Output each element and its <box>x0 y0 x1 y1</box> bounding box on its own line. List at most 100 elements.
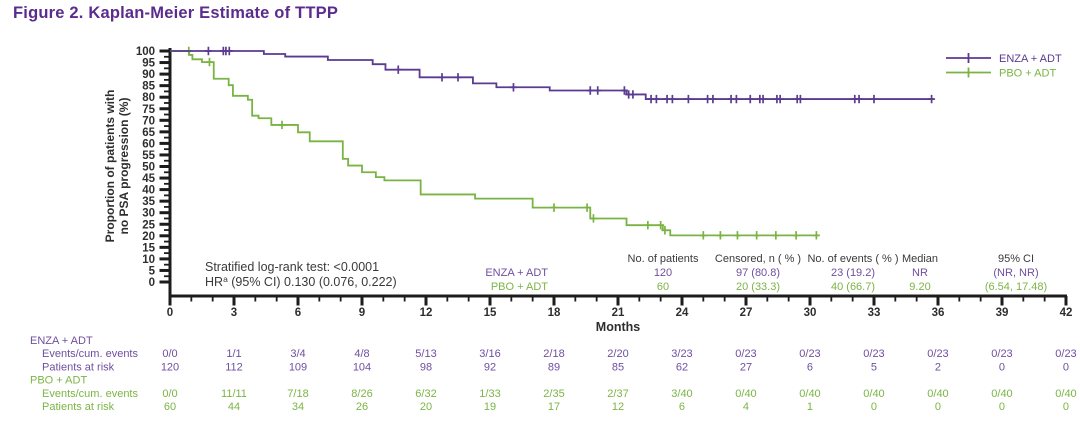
risk-cell: 8/26 <box>351 388 372 400</box>
censor-mark-icon <box>644 220 652 230</box>
summary-col-header: 95% CI <box>998 253 1034 265</box>
summary-cell: 97 (80.8) <box>736 267 780 279</box>
risk-cell: 1/1 <box>226 348 241 360</box>
y-axis-title: Proportion of patients with no PSA progre… <box>103 90 131 243</box>
risk-cell: 26 <box>356 401 368 413</box>
censor-mark-icon <box>776 94 784 104</box>
y-tick-label: 70 <box>142 115 155 127</box>
risk-row-label: Events/cum. events <box>42 388 138 400</box>
risk-cell: 0/40 <box>927 388 948 400</box>
censor-mark-icon <box>205 57 213 67</box>
censor-mark-icon <box>661 226 669 235</box>
stats-line-2: HRa (95% CI) 0.130 (0.076, 0.222) <box>205 274 397 289</box>
x-tick-label: 33 <box>868 307 881 319</box>
y-tick-label: 65 <box>142 127 155 139</box>
summary-cell: 20 (33.3) <box>736 281 780 293</box>
y-tick-label: 55 <box>142 150 155 162</box>
risk-cell: 3/4 <box>290 348 305 360</box>
y-tick-label: 80 <box>142 92 155 104</box>
risk-cell: 5/13 <box>415 348 436 360</box>
summary-cell: 23 (19.2) <box>831 267 875 279</box>
risk-cell: 5 <box>871 361 877 373</box>
risk-cell: 0/0 <box>162 348 177 360</box>
y-tick-label: 20 <box>142 231 155 243</box>
risk-cell: 0 <box>1063 401 1069 413</box>
risk-cell: 4/8 <box>354 348 369 360</box>
summary-col-header: Median <box>902 253 938 265</box>
risk-cell: 19 <box>484 401 496 413</box>
risk-cell: 12 <box>612 401 624 413</box>
risk-row-label: Patients at risk <box>42 361 115 373</box>
y-axis-label: Proportion of patients with <box>103 90 117 243</box>
km-curve <box>170 50 934 100</box>
risk-cell: 0 <box>935 401 941 413</box>
summary-row-label: PBO + ADT <box>491 281 548 293</box>
x-tick-label: 12 <box>420 307 433 319</box>
censor-mark-icon <box>812 231 820 240</box>
censor-mark-icon <box>586 86 594 95</box>
risk-cell: 85 <box>612 361 624 373</box>
censor-mark-icon <box>759 94 767 104</box>
summary-cell: NR <box>912 267 928 279</box>
y-tick-label: 40 <box>142 185 155 197</box>
censor-mark-icon <box>699 231 707 240</box>
risk-cell: 0/23 <box>863 348 884 360</box>
censor-mark-icon <box>668 94 676 104</box>
risk-cell: 0 <box>999 361 1005 373</box>
y-tick-label: 85 <box>142 81 155 93</box>
stats-line-1: Stratified log-rank test: <0.0001 <box>205 260 379 274</box>
censor-mark-icon <box>594 86 602 95</box>
risk-cell: 0 <box>871 401 877 413</box>
x-tick-label: 24 <box>676 307 689 319</box>
censor-mark-icon <box>620 86 628 95</box>
y-tick-label: 60 <box>142 138 155 150</box>
risk-cell: 20 <box>420 401 432 413</box>
risk-cell: 98 <box>420 361 432 373</box>
risk-cell: 92 <box>484 361 496 373</box>
censor-mark-icon <box>709 94 717 104</box>
y-tick-label: 75 <box>142 104 155 116</box>
risk-cell: 0/23 <box>799 348 820 360</box>
risk-row-label: Events/cum. events <box>42 348 138 360</box>
censor-mark-icon <box>278 120 286 130</box>
risk-cell: 2/18 <box>543 348 564 360</box>
x-tick-label: 9 <box>359 307 365 319</box>
risk-cell: 3/16 <box>479 348 500 360</box>
risk-cell: 17 <box>548 401 560 413</box>
risk-cell: 1 <box>807 401 813 413</box>
summary-col-header: No. of patients <box>628 253 699 265</box>
y-tick-label: 25 <box>142 219 155 231</box>
risk-cell: 0/40 <box>1055 388 1076 400</box>
risk-cell: 3/23 <box>671 348 692 360</box>
risk-cell: 0/23 <box>735 348 756 360</box>
risk-group-label: PBO + ADT <box>30 375 87 387</box>
summary-cell: 40 (66.7) <box>831 281 875 293</box>
x-tick-label: 0 <box>167 307 173 319</box>
series-pbo-adt <box>170 46 820 240</box>
risk-row-label: Patients at risk <box>42 401 115 413</box>
risk-cell: 60 <box>164 401 176 413</box>
summary-cell: (NR, NR) <box>993 267 1038 279</box>
risk-cell: 2/35 <box>543 388 564 400</box>
y-tick-label: 5 <box>149 265 156 277</box>
y-tick-label: 15 <box>142 242 155 254</box>
y-axis: 1009590858075706560555045403530252015105… <box>136 46 172 296</box>
summary-row-label: ENZA + ADT <box>485 267 548 279</box>
censor-mark-icon <box>753 231 761 240</box>
censor-mark-icon <box>438 73 446 82</box>
risk-cell: 89 <box>548 361 560 373</box>
risk-cell: 0 <box>999 401 1005 413</box>
figure-title: Figure 2. Kaplan-Meier Estimate of TTPP <box>13 4 339 22</box>
risk-cell: 0/40 <box>863 388 884 400</box>
x-tick-label: 36 <box>932 307 945 319</box>
y-tick-label: 35 <box>142 196 155 208</box>
censor-mark-icon <box>394 65 402 74</box>
summary-cell: 60 <box>657 281 669 293</box>
censor-mark-icon <box>870 94 878 104</box>
risk-cell: 3/40 <box>671 388 692 400</box>
risk-cell: 0/23 <box>991 348 1012 360</box>
